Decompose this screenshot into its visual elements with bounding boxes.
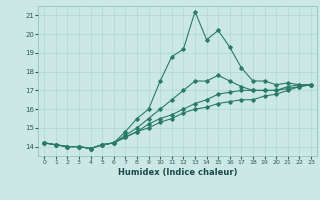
X-axis label: Humidex (Indice chaleur): Humidex (Indice chaleur) <box>118 168 237 177</box>
